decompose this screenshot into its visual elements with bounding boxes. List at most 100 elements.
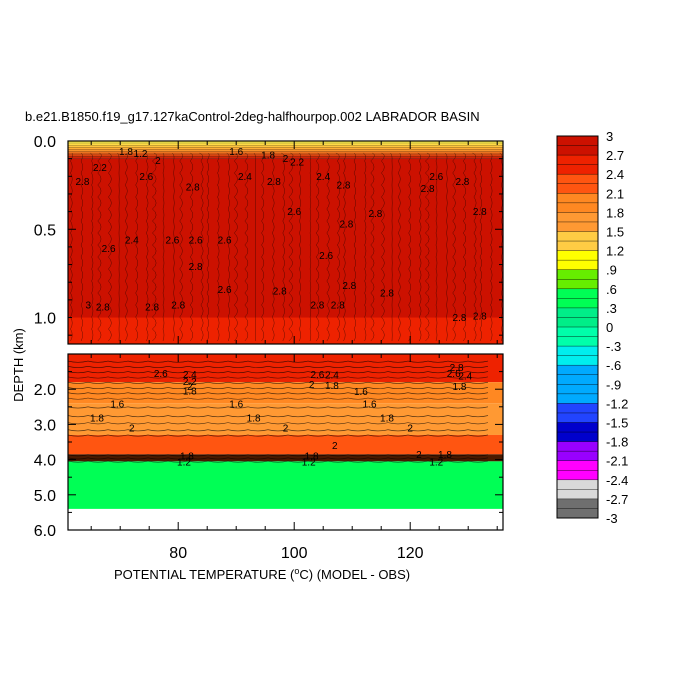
contour-label: 1.6	[229, 147, 243, 158]
layer-fill-upper	[68, 158, 503, 344]
contour-label: 2	[129, 423, 135, 434]
contour-label: 2.8	[450, 363, 464, 374]
colorbar-block	[557, 470, 598, 481]
colorbar-block	[557, 221, 598, 232]
layer-fill-upper	[68, 317, 503, 344]
colorbar-block	[557, 250, 598, 261]
contour-line	[67, 429, 489, 432]
contour-label: 3	[86, 301, 92, 312]
contour-line	[244, 152, 249, 342]
contour-label: 2.6	[218, 285, 232, 296]
contour-label: 2.2	[93, 163, 107, 174]
contour-label: 1.6	[229, 399, 243, 410]
contour-label: 2.8	[342, 281, 356, 292]
y-tick-label: 0.5	[34, 222, 56, 239]
contour-label: 2.6	[139, 172, 153, 183]
colorbar-label: .3	[606, 301, 617, 316]
upper-panel: 1.8 1.2 1.6 1.8 2 2.22.222.6 2.4 2.4 2.62.8 2.8 2.…	[34, 134, 504, 345]
colorbar-block	[557, 432, 598, 443]
x-axis-label: POTENTIAL TEMPERATURE (oC) (MODEL - OBS)	[114, 566, 410, 582]
contour-label: 2.8	[337, 181, 351, 192]
contour-label: 2.8	[455, 177, 469, 188]
contour-label: 1.8	[380, 414, 394, 425]
layer-fill-lower	[68, 434, 503, 455]
contour-line	[67, 392, 489, 395]
colorbar-block	[557, 260, 598, 271]
colorbar-block	[557, 508, 598, 519]
colorbar-block	[557, 403, 598, 414]
contour-label: 1.8	[325, 381, 339, 392]
contour-line	[363, 152, 367, 342]
x-tick-label: 120	[397, 545, 424, 562]
contour-label: 2.8	[421, 184, 435, 195]
colorbar-block	[557, 164, 598, 175]
contour-label: 1.6	[354, 387, 368, 398]
contour-label: 2.8	[189, 262, 203, 273]
contour-line	[171, 152, 175, 342]
contour-label: 2	[283, 423, 289, 434]
contour-label: 1.8	[261, 151, 275, 162]
colorbar-label: 1.5	[606, 225, 624, 240]
contour-label: 1.8	[453, 382, 467, 393]
contour-line	[397, 152, 402, 342]
colorbar-label: -.9	[606, 377, 621, 392]
colorbar-block	[557, 365, 598, 376]
contour-line	[353, 152, 356, 342]
contour-line	[315, 152, 320, 342]
contour-line	[343, 152, 346, 342]
contour-label: 2.8	[76, 177, 90, 188]
contour-line	[479, 152, 483, 342]
colorbar-block	[557, 298, 598, 309]
colorbar: 3 2.7 2.4 2.1 1.8 1.5 1.2 .9 .6 .3 0 -.3 -.6 -.9 -1.2 -…	[556, 129, 628, 526]
layer-fill-lower	[68, 461, 503, 509]
contour-line	[162, 152, 165, 342]
contour-line	[67, 457, 489, 460]
colorbar-block	[557, 422, 598, 433]
colorbar-block	[557, 269, 598, 280]
contour-line	[70, 152, 73, 342]
y-tick-label: 4.0	[34, 453, 56, 470]
contour-line	[67, 360, 489, 363]
contour-line	[117, 152, 120, 342]
contour-label: 2.6	[154, 369, 168, 380]
colorbar-label: 2.7	[606, 148, 624, 163]
upper-panel-frame	[67, 140, 504, 345]
colorbar-label: -.3	[606, 339, 621, 354]
contour-line	[135, 152, 138, 342]
colorbar-label: -2.1	[606, 454, 628, 469]
colorbar-block	[557, 202, 598, 213]
contour-label: 1.2	[134, 149, 148, 160]
colorbar-block	[557, 174, 598, 185]
y-axis-label: DEPTH (km)	[11, 328, 26, 402]
contour-line	[472, 152, 477, 342]
colorbar-label: -1.8	[606, 435, 628, 450]
colorbar-label: 3	[606, 129, 613, 144]
contour-line	[335, 152, 340, 342]
x-axis-label-main: POTENTIAL TEMPERATURE (	[114, 567, 295, 582]
lower-panel: 2.82.6 2.4 2.6 2.4 2.62.42.22 2 1.81.8 1.81.61.…	[34, 353, 504, 540]
contour-line	[281, 152, 285, 342]
colorbar-label: -.6	[606, 358, 621, 373]
contour-label: 2.2	[290, 158, 304, 169]
contour-line	[253, 152, 256, 342]
contour-label: 1.6	[110, 399, 124, 410]
contour-label: 2	[416, 450, 422, 461]
colorbar-label: 1.8	[606, 205, 624, 220]
contour-label: 2.6	[447, 369, 461, 380]
contour-label: 1.8	[305, 452, 319, 463]
contour-line	[452, 152, 457, 342]
contour-line	[261, 152, 265, 342]
contour-line	[206, 152, 210, 342]
y-tick-label: 5.0	[34, 488, 56, 505]
colorbar-label: -2.7	[606, 492, 628, 507]
colorbar-block	[557, 451, 598, 462]
contour-label: 2.6	[102, 244, 116, 255]
contour-label: 2.8	[473, 311, 487, 322]
colorbar-label: .9	[606, 263, 617, 278]
contour-line	[67, 415, 489, 418]
colorbar-block	[557, 346, 598, 357]
contour-label: 2.6	[287, 207, 301, 218]
colorbar-block	[557, 355, 598, 366]
contour-label: 1.8	[438, 450, 452, 461]
